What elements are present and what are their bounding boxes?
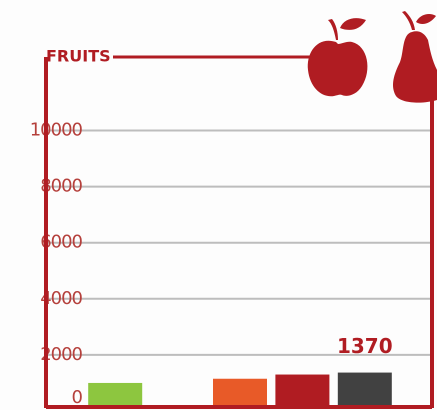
bar — [337, 372, 392, 406]
apple-icon — [307, 18, 368, 97]
bar — [213, 378, 267, 406]
y-tick-label: 2000 — [40, 344, 82, 365]
value-label: 1370 — [337, 334, 393, 358]
bar — [88, 382, 143, 406]
y-tick-label: 0 — [72, 387, 83, 408]
y-tick-label: 4000 — [40, 288, 82, 309]
y-tick-label: 6000 — [40, 232, 82, 253]
bar — [275, 374, 330, 406]
chart-title: FRUITS — [46, 47, 111, 66]
pear-icon — [393, 11, 437, 103]
y-tick-label: 8000 — [40, 176, 82, 197]
y-tick-label: 10000 — [30, 120, 83, 141]
